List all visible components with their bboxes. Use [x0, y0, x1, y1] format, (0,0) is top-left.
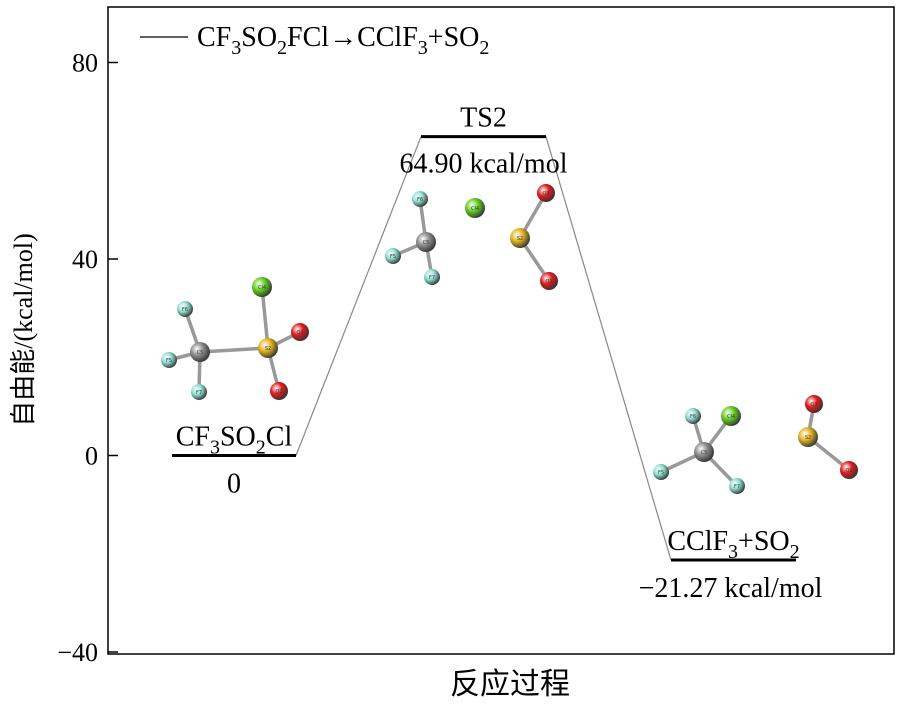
atom-label: F6 — [182, 307, 188, 313]
atom-label: O1 — [545, 279, 552, 285]
atom-label: S2 — [517, 236, 523, 242]
molecule-structures: C5 S2 F6 F5 F7 Cl4 O3 O1 C5 F6 F5 F7 Cl4 S2 O3 O1 C5 F6 Cl… — [161, 184, 858, 494]
atom-label: O3 — [542, 191, 549, 197]
atom-label: C5 — [197, 350, 204, 356]
state-name-label-3: CClF3+SO2 — [667, 526, 799, 563]
atom-c — [694, 442, 714, 462]
x-axis-label: 反应过程 — [450, 668, 570, 701]
atom-label: Cl4 — [258, 285, 266, 291]
bond — [260, 286, 270, 349]
atom-label: O3 — [296, 330, 303, 336]
y-tick-label: 40 — [72, 245, 98, 274]
atom-label: C5 — [423, 240, 430, 246]
atom-f3 — [424, 269, 440, 285]
atom-c — [416, 232, 436, 252]
atom-f3 — [191, 384, 207, 400]
reaction-path-connectors — [295, 136, 672, 561]
atom-s — [258, 338, 278, 358]
energy-value-label-2: 64.90 kcal/mol — [400, 149, 568, 180]
connector-2 — [545, 136, 672, 561]
plot-frame — [107, 6, 895, 655]
product-molecule: C5 F6 Cl4 F5 F7 O3 S2 O1 — [653, 395, 858, 494]
atom-cl — [252, 277, 272, 297]
atom-o1 — [291, 323, 309, 341]
y-tick-label: 0 — [85, 442, 98, 471]
atom-o2 — [840, 461, 858, 479]
atom-f2 — [385, 248, 401, 264]
atom-label: O1 — [845, 468, 852, 474]
atom-o1 — [537, 184, 555, 202]
atom-c — [190, 342, 210, 362]
atom-f2 — [161, 352, 177, 368]
atom-cl — [465, 198, 485, 218]
reactant-molecule: C5 S2 F6 F5 F7 Cl4 O3 O1 — [161, 277, 309, 400]
atom-o1 — [805, 395, 823, 413]
atom-label: F6 — [690, 414, 696, 420]
state-name-label-1: CF3SO2Cl — [176, 422, 293, 459]
atom-f1 — [412, 191, 428, 207]
atom-s — [510, 228, 530, 248]
y-axis-label: 自由能/(kcal/mol) — [9, 233, 38, 427]
atom-s — [798, 427, 818, 447]
atom-o2 — [270, 382, 288, 400]
atom-label: F7 — [196, 390, 202, 396]
bond — [199, 346, 269, 354]
atom-label: F6 — [417, 197, 423, 203]
connector-1 — [295, 136, 422, 456]
atom-label: F5 — [390, 254, 396, 260]
y-tick-label: 80 — [72, 49, 98, 78]
legend: CF3SO2FCl→CClF3+SO2 — [140, 22, 489, 59]
atom-label: F5 — [658, 470, 664, 476]
atom-o2 — [540, 272, 558, 290]
atom-label: Cl4 — [471, 206, 479, 212]
atom-label: O1 — [275, 389, 282, 395]
ts-molecule: C5 F6 F5 F7 Cl4 S2 O3 O1 — [385, 184, 558, 290]
legend-label: CF3SO2FCl→CClF3+SO2 — [197, 22, 489, 59]
atom-f1 — [685, 408, 701, 424]
state-name-label-2: TS2 — [460, 103, 507, 134]
atom-label: F7 — [429, 275, 435, 281]
atom-cl — [721, 406, 741, 426]
atom-f2 — [653, 464, 669, 480]
energy-value-label-1: 0 — [227, 469, 241, 500]
atom-label: S2 — [805, 435, 811, 441]
atom-label: S2 — [265, 346, 271, 352]
atom-label: F5 — [166, 358, 172, 364]
y-axis: −40 0 40 80 — [57, 49, 118, 667]
y-tick-label: −40 — [57, 638, 98, 667]
atom-label: O3 — [810, 402, 817, 408]
atom-label: C5 — [701, 450, 708, 456]
energy-value-label-3: −21.27 kcal/mol — [639, 573, 823, 604]
energy-levels — [172, 135, 796, 562]
atom-label: F7 — [734, 484, 740, 490]
atom-label: Cl4 — [727, 414, 735, 420]
state-labels: CF3SO2Cl 0 TS2 64.90 kcal/mol CClF3+SO2 −21.2… — [176, 103, 823, 604]
atom-f1 — [177, 301, 193, 317]
atom-f3 — [729, 478, 745, 494]
